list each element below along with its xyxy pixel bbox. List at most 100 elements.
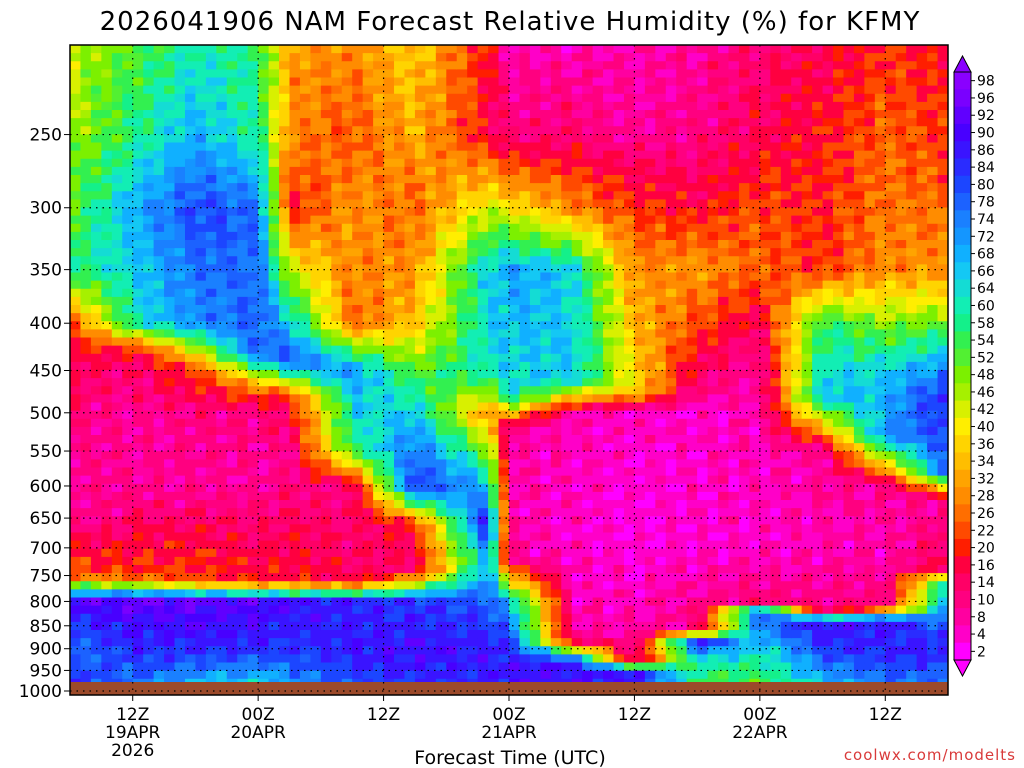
rh-cell — [111, 500, 123, 509]
rh-cell — [655, 638, 667, 647]
rh-cell — [362, 589, 374, 599]
rh-cell — [571, 475, 583, 485]
rh-cell — [279, 443, 291, 452]
rh-cell — [676, 150, 688, 160]
rh-cell — [686, 175, 698, 184]
rh-cell — [592, 142, 604, 152]
rh-cell — [184, 548, 197, 558]
rh-cell — [519, 166, 531, 176]
rh-cell — [498, 500, 510, 509]
rh-cell — [143, 272, 155, 282]
rh-cell — [80, 93, 92, 103]
rh-cell — [247, 158, 259, 168]
rh-cell — [582, 435, 594, 444]
rh-cell — [373, 361, 385, 371]
rh-cell — [143, 386, 155, 395]
rh-cell — [529, 670, 541, 680]
rh-cell — [509, 475, 521, 485]
rh-cell — [529, 191, 541, 200]
rh-cell — [362, 321, 374, 330]
rh-cell — [414, 134, 426, 144]
rh-cell — [456, 605, 468, 615]
rh-cell — [216, 491, 228, 501]
rh-cell — [435, 191, 447, 200]
rh-cell — [582, 524, 594, 534]
rh-cell — [90, 435, 102, 444]
rh-cell — [613, 532, 625, 542]
rh-cell — [697, 85, 709, 95]
rh-cell — [279, 500, 291, 509]
rh-cell — [456, 345, 468, 355]
rh-cell — [383, 402, 395, 412]
rh-cell — [101, 248, 113, 257]
rh-cell — [435, 394, 447, 404]
rh-cell — [184, 353, 197, 363]
rh-cell — [707, 597, 719, 607]
rh-cell — [383, 361, 395, 371]
rh-cell — [289, 524, 301, 534]
rh-cell — [310, 508, 322, 517]
rh-cell — [352, 126, 364, 135]
rh-cell — [226, 191, 238, 200]
rh-cell — [414, 142, 426, 152]
rh-cell — [341, 426, 353, 436]
rh-cell — [341, 175, 353, 184]
rh-cell — [289, 621, 301, 631]
rh-cell — [561, 248, 573, 257]
rh-cell — [425, 435, 437, 444]
rh-cell — [268, 191, 280, 200]
rh-cell — [707, 613, 719, 623]
rh-cell — [352, 296, 364, 306]
rh-cell — [425, 93, 437, 103]
rh-cell — [320, 353, 332, 363]
rh-cell — [540, 662, 552, 672]
rh-cell — [362, 207, 374, 217]
rh-cell — [488, 191, 500, 200]
rh-cell — [362, 467, 374, 477]
rh-cell — [529, 296, 541, 306]
rh-cell — [153, 646, 165, 655]
rh-cell — [540, 451, 552, 460]
rh-cell — [132, 459, 144, 469]
rh-cell — [80, 451, 92, 460]
rh-cell — [394, 638, 406, 647]
rh-cell — [174, 378, 186, 387]
rh-cell — [707, 540, 719, 550]
rh-cell — [603, 256, 615, 265]
rh-cell — [582, 77, 594, 87]
rh-cell — [446, 532, 458, 542]
rh-cell — [467, 500, 479, 509]
rh-cell — [623, 134, 636, 144]
rh-cell — [373, 134, 385, 144]
rh-cell — [268, 61, 280, 70]
rh-cell — [289, 443, 301, 452]
rh-cell — [394, 605, 406, 615]
rh-cell — [509, 45, 521, 54]
rh-cell — [613, 370, 625, 379]
rh-cell — [477, 565, 489, 574]
rh-cell — [540, 524, 552, 534]
rh-cell — [80, 483, 92, 493]
rh-cell — [603, 418, 615, 428]
rh-cell — [404, 183, 416, 192]
rh-cell — [80, 53, 92, 62]
rh-cell — [644, 329, 656, 339]
rh-cell — [571, 654, 583, 664]
rh-cell — [655, 150, 667, 160]
rh-cell — [707, 134, 719, 144]
rh-cell — [529, 353, 541, 363]
rh-cell — [352, 110, 364, 119]
rh-cell — [529, 410, 541, 420]
rh-cell — [164, 646, 176, 655]
rh-cell — [435, 183, 447, 192]
rh-cell — [613, 183, 625, 192]
rh-cell — [80, 508, 92, 517]
rh-cell — [111, 175, 123, 184]
rh-cell — [404, 589, 416, 599]
rh-cell — [111, 386, 123, 395]
rh-cell — [707, 280, 719, 290]
rh-cell — [299, 313, 311, 322]
rh-cell — [676, 630, 688, 639]
rh-cell — [707, 142, 719, 152]
rh-cell — [352, 654, 364, 664]
